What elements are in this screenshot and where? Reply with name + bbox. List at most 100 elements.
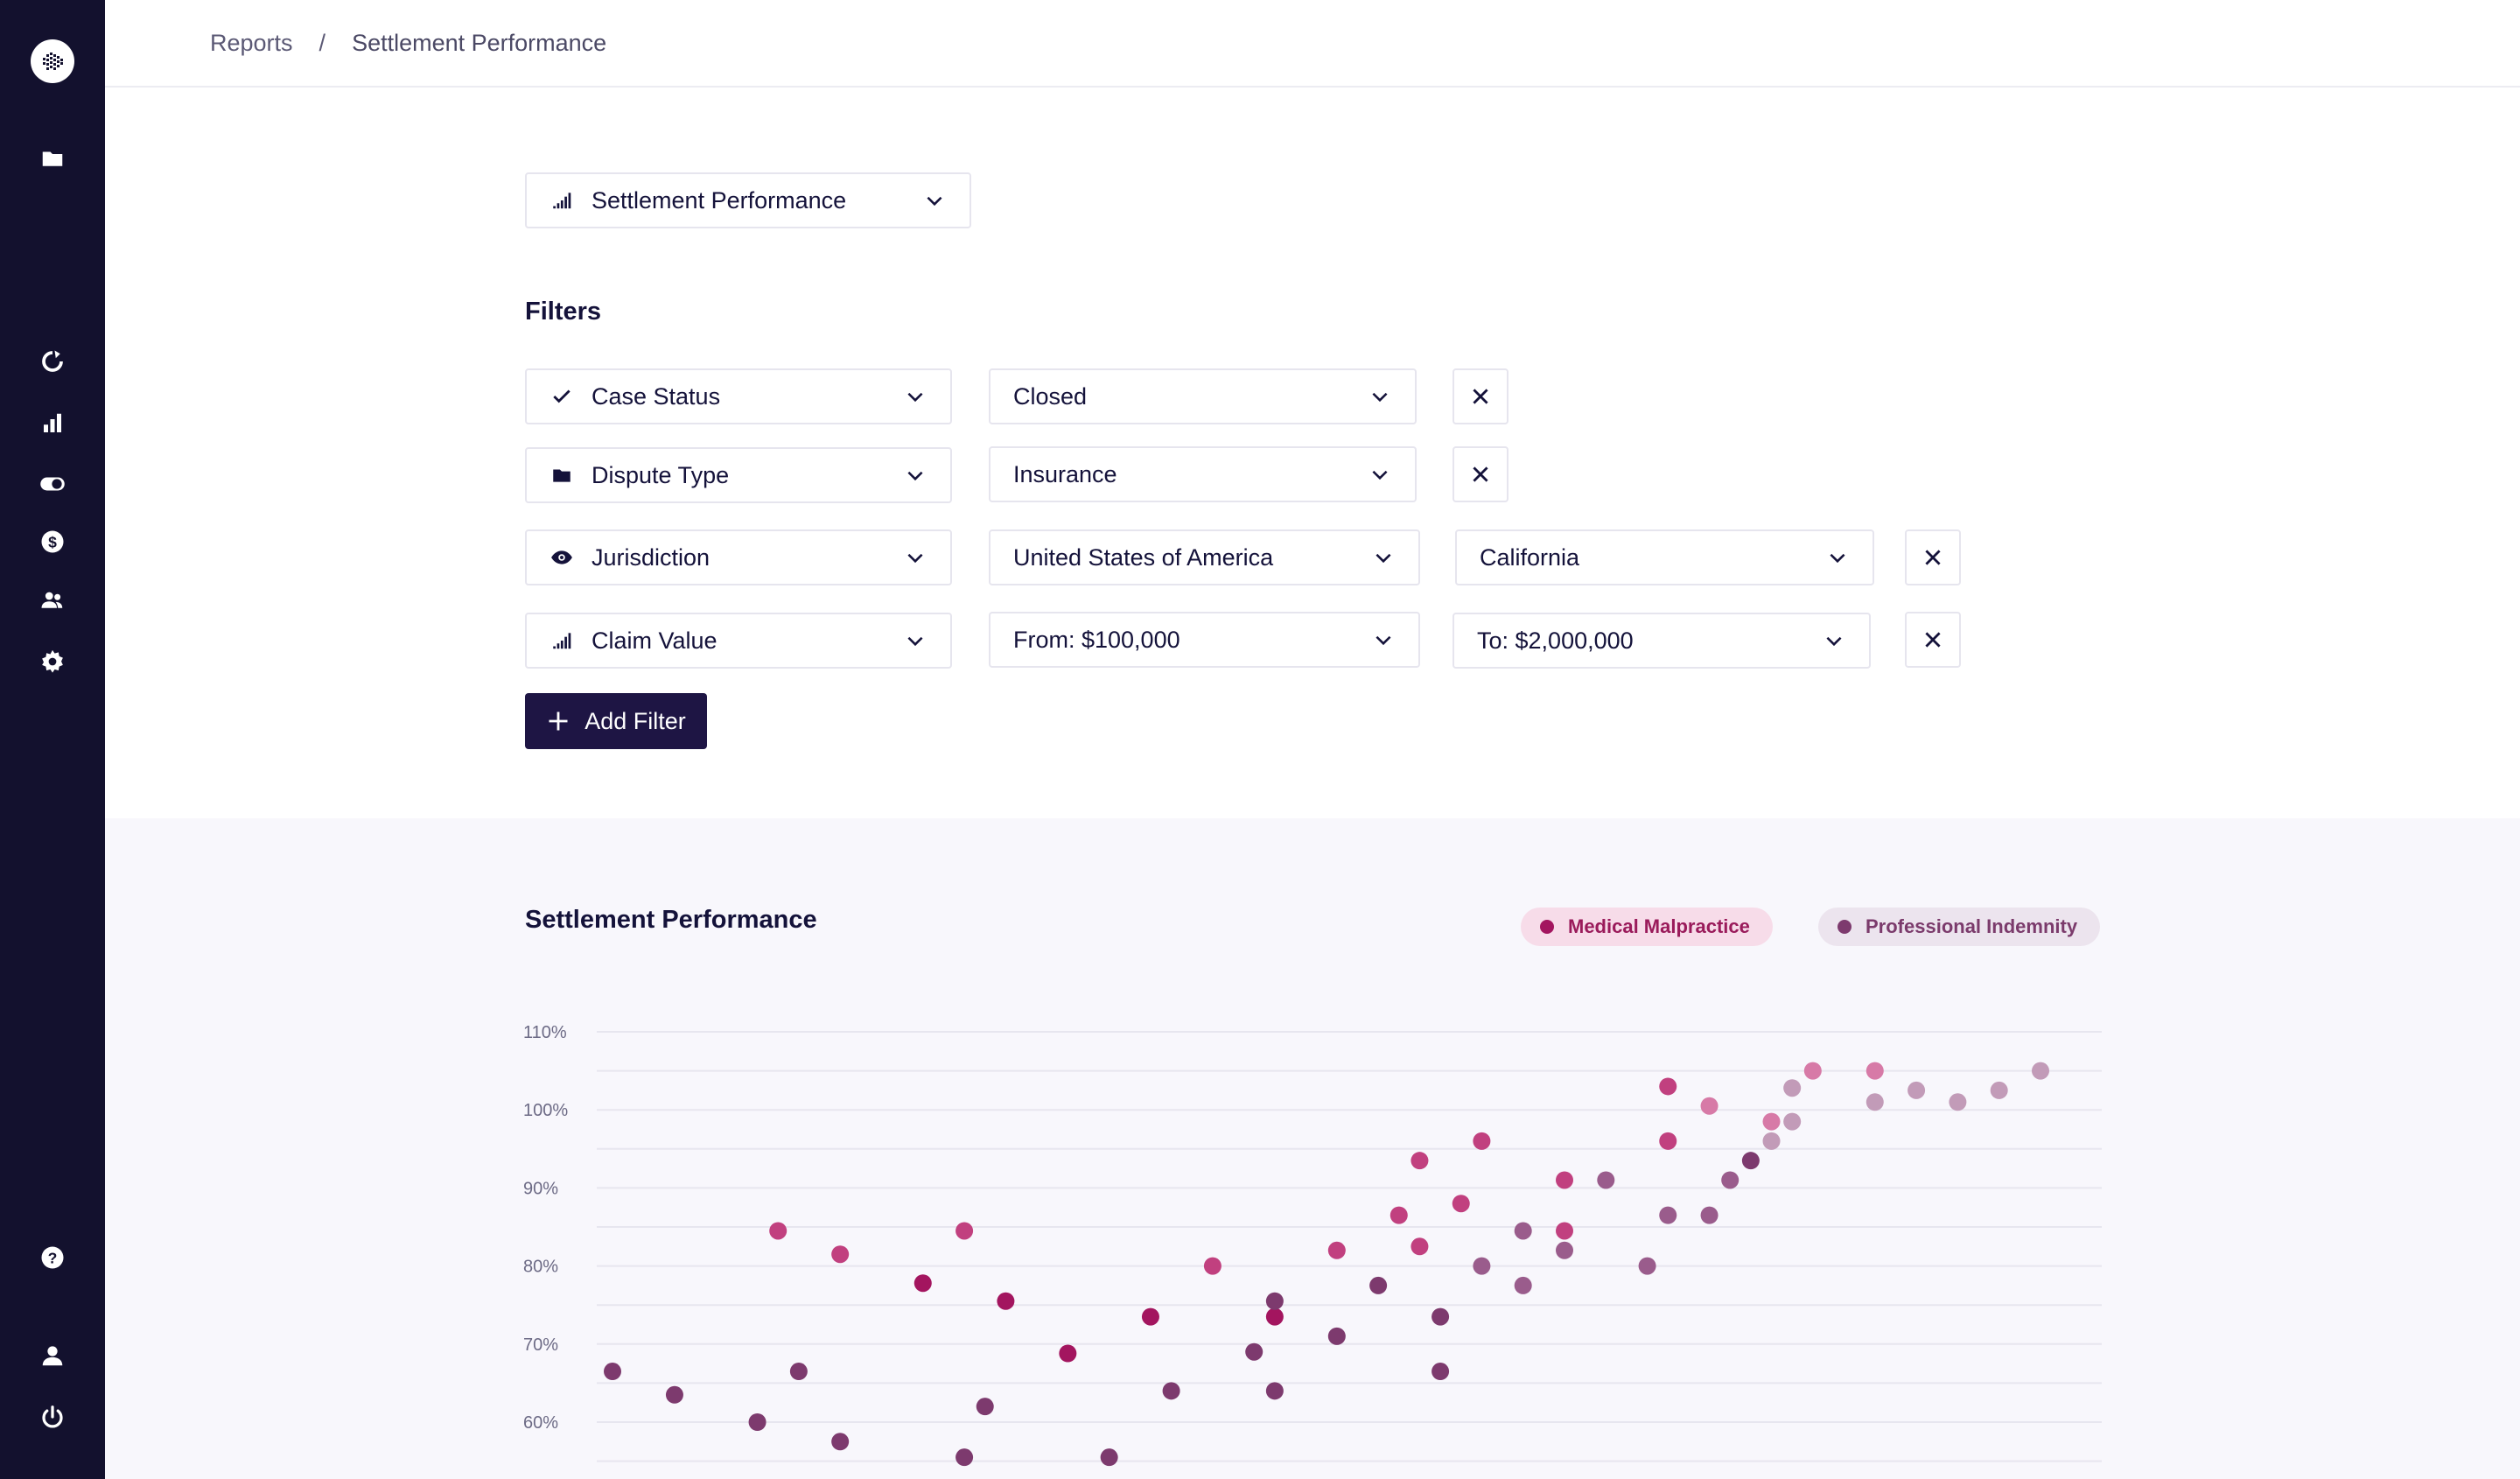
breadcrumb-root[interactable]: Reports: [210, 30, 293, 56]
data-point-professional-indemnity[interactable]: [748, 1413, 766, 1431]
chevron-down-icon: [903, 628, 928, 653]
data-point-professional-indemnity[interactable]: [1597, 1171, 1615, 1189]
filter-value-to[interactable]: To: $2,000,000: [1452, 613, 1871, 669]
data-point-professional-indemnity[interactable]: [1721, 1171, 1740, 1189]
chevron-down-icon: [903, 463, 928, 487]
remove-filter-button[interactable]: [1905, 612, 1961, 668]
data-point-professional-indemnity[interactable]: [1432, 1363, 1450, 1381]
remove-filter-button[interactable]: [1452, 368, 1508, 424]
filter-field-dispute-type[interactable]: Dispute Type: [525, 447, 952, 503]
data-point-professional-indemnity[interactable]: [1514, 1276, 1532, 1294]
data-point-professional-indemnity[interactable]: [665, 1385, 683, 1404]
data-point-medical-malpractice[interactable]: [1473, 1132, 1491, 1150]
legend-dot-icon: [1540, 920, 1554, 934]
data-point-medical-malpractice[interactable]: [1700, 1097, 1718, 1115]
filter-value-case-status[interactable]: Closed: [989, 368, 1417, 424]
filter-value-from[interactable]: From: $100,000: [989, 612, 1420, 668]
data-point-professional-indemnity[interactable]: [1866, 1093, 1884, 1111]
sidebar-item-refresh[interactable]: [37, 346, 68, 377]
data-point-professional-indemnity[interactable]: [1514, 1222, 1532, 1240]
data-point-medical-malpractice[interactable]: [1762, 1112, 1781, 1131]
data-point-professional-indemnity[interactable]: [1265, 1292, 1284, 1310]
data-point-medical-malpractice[interactable]: [1803, 1062, 1822, 1080]
sidebar-item-folder[interactable]: [37, 143, 68, 174]
data-point-professional-indemnity[interactable]: [1783, 1079, 1802, 1097]
data-point-professional-indemnity[interactable]: [1162, 1382, 1180, 1400]
data-point-professional-indemnity[interactable]: [976, 1398, 994, 1416]
sidebar-item-billing[interactable]: $: [37, 526, 68, 557]
data-point-medical-malpractice[interactable]: [1390, 1206, 1408, 1224]
sidebar-item-settings[interactable]: [37, 646, 68, 677]
chart-title: Settlement Performance: [525, 906, 817, 934]
data-point-medical-malpractice[interactable]: [1556, 1222, 1573, 1240]
data-point-medical-malpractice[interactable]: [914, 1274, 932, 1293]
data-point-medical-malpractice[interactable]: [1556, 1171, 1573, 1189]
sidebar-item-toggle[interactable]: [37, 468, 68, 500]
data-point-medical-malpractice[interactable]: [1452, 1195, 1470, 1213]
filter-value-state[interactable]: California: [1455, 529, 1874, 585]
data-point-professional-indemnity[interactable]: [789, 1363, 808, 1381]
data-point-medical-malpractice[interactable]: [769, 1222, 788, 1240]
data-point-professional-indemnity[interactable]: [1369, 1276, 1388, 1294]
filter-field-jurisdiction[interactable]: Jurisdiction: [525, 529, 952, 585]
logo[interactable]: [31, 39, 74, 83]
data-point-professional-indemnity[interactable]: [956, 1448, 974, 1467]
filter-field-case-status[interactable]: Case Status: [525, 368, 952, 424]
data-point-medical-malpractice[interactable]: [1659, 1132, 1677, 1150]
data-point-professional-indemnity[interactable]: [1245, 1342, 1264, 1361]
filter-value-dispute-type[interactable]: Insurance: [989, 446, 1417, 502]
chevron-down-icon: [1368, 462, 1392, 487]
data-point-professional-indemnity[interactable]: [1265, 1382, 1284, 1400]
data-point-medical-malpractice[interactable]: [1203, 1257, 1222, 1275]
remove-filter-button[interactable]: [1905, 529, 1961, 585]
legend-medical-malpractice[interactable]: Medical Malpractice: [1521, 908, 1773, 946]
data-point-professional-indemnity[interactable]: [1556, 1241, 1573, 1259]
filter-value-country[interactable]: United States of America: [989, 529, 1420, 585]
data-point-professional-indemnity[interactable]: [1100, 1448, 1118, 1467]
y-tick-label: 90%: [523, 1179, 558, 1198]
data-point-medical-malpractice[interactable]: [1410, 1152, 1429, 1170]
data-point-medical-malpractice[interactable]: [1866, 1062, 1884, 1080]
filter-field-claim-value[interactable]: Claim Value: [525, 613, 952, 669]
data-point-professional-indemnity[interactable]: [1762, 1132, 1781, 1150]
report-selector[interactable]: Settlement Performance: [525, 172, 971, 228]
data-point-medical-malpractice[interactable]: [831, 1245, 850, 1264]
data-point-professional-indemnity[interactable]: [1741, 1152, 1760, 1170]
data-point-professional-indemnity[interactable]: [831, 1433, 850, 1451]
data-point-medical-malpractice[interactable]: [1659, 1077, 1677, 1096]
data-point-medical-malpractice[interactable]: [1141, 1307, 1159, 1326]
legend-dot-icon: [1838, 920, 1852, 934]
data-point-professional-indemnity[interactable]: [604, 1363, 621, 1381]
sidebar-item-analytics[interactable]: [37, 408, 68, 439]
data-point-medical-malpractice[interactable]: [1410, 1237, 1429, 1256]
add-filter-button[interactable]: Add Filter: [525, 693, 707, 749]
data-point-professional-indemnity[interactable]: [1327, 1327, 1346, 1345]
sidebar-item-users[interactable]: [37, 585, 68, 616]
remove-filter-button[interactable]: [1452, 446, 1508, 502]
data-point-professional-indemnity[interactable]: [1908, 1081, 1926, 1099]
y-tick-label: 60%: [523, 1413, 558, 1433]
sidebar-item-logout[interactable]: [37, 1401, 68, 1433]
sidebar-item-profile[interactable]: [37, 1340, 68, 1371]
data-point-medical-malpractice[interactable]: [1059, 1344, 1077, 1363]
legend-label: Professional Indemnity: [1866, 915, 2078, 937]
svg-text:?: ?: [48, 1249, 58, 1266]
data-point-medical-malpractice[interactable]: [1327, 1241, 1346, 1259]
data-point-professional-indemnity[interactable]: [2032, 1062, 2049, 1080]
sidebar-item-help[interactable]: ?: [37, 1242, 68, 1273]
legend-professional-indemnity[interactable]: Professional Indemnity: [1818, 908, 2101, 946]
chevron-down-icon: [1371, 545, 1396, 570]
data-point-professional-indemnity[interactable]: [1949, 1093, 1967, 1111]
data-point-professional-indemnity[interactable]: [1432, 1307, 1450, 1326]
data-point-medical-malpractice[interactable]: [956, 1222, 974, 1240]
data-point-professional-indemnity[interactable]: [1783, 1112, 1802, 1131]
data-point-professional-indemnity[interactable]: [1659, 1206, 1677, 1224]
breadcrumb-current: Settlement Performance: [352, 30, 607, 56]
data-point-professional-indemnity[interactable]: [1700, 1206, 1718, 1224]
data-point-medical-malpractice[interactable]: [997, 1292, 1015, 1310]
chevron-down-icon: [903, 384, 928, 409]
data-point-medical-malpractice[interactable]: [1265, 1307, 1284, 1326]
data-point-professional-indemnity[interactable]: [1638, 1257, 1656, 1275]
data-point-professional-indemnity[interactable]: [1990, 1081, 2008, 1099]
data-point-professional-indemnity[interactable]: [1473, 1257, 1491, 1275]
